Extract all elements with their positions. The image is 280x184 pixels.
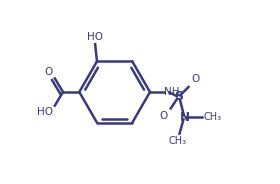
Text: O: O — [192, 74, 200, 84]
Text: O: O — [160, 111, 168, 121]
Text: HO: HO — [87, 32, 103, 42]
Text: O: O — [45, 67, 53, 77]
Text: CH₃: CH₃ — [203, 112, 221, 122]
Text: N: N — [179, 111, 189, 124]
Text: CH₃: CH₃ — [169, 136, 187, 146]
Text: HO: HO — [37, 107, 53, 117]
Text: S: S — [174, 90, 183, 103]
Text: NH: NH — [164, 87, 180, 97]
